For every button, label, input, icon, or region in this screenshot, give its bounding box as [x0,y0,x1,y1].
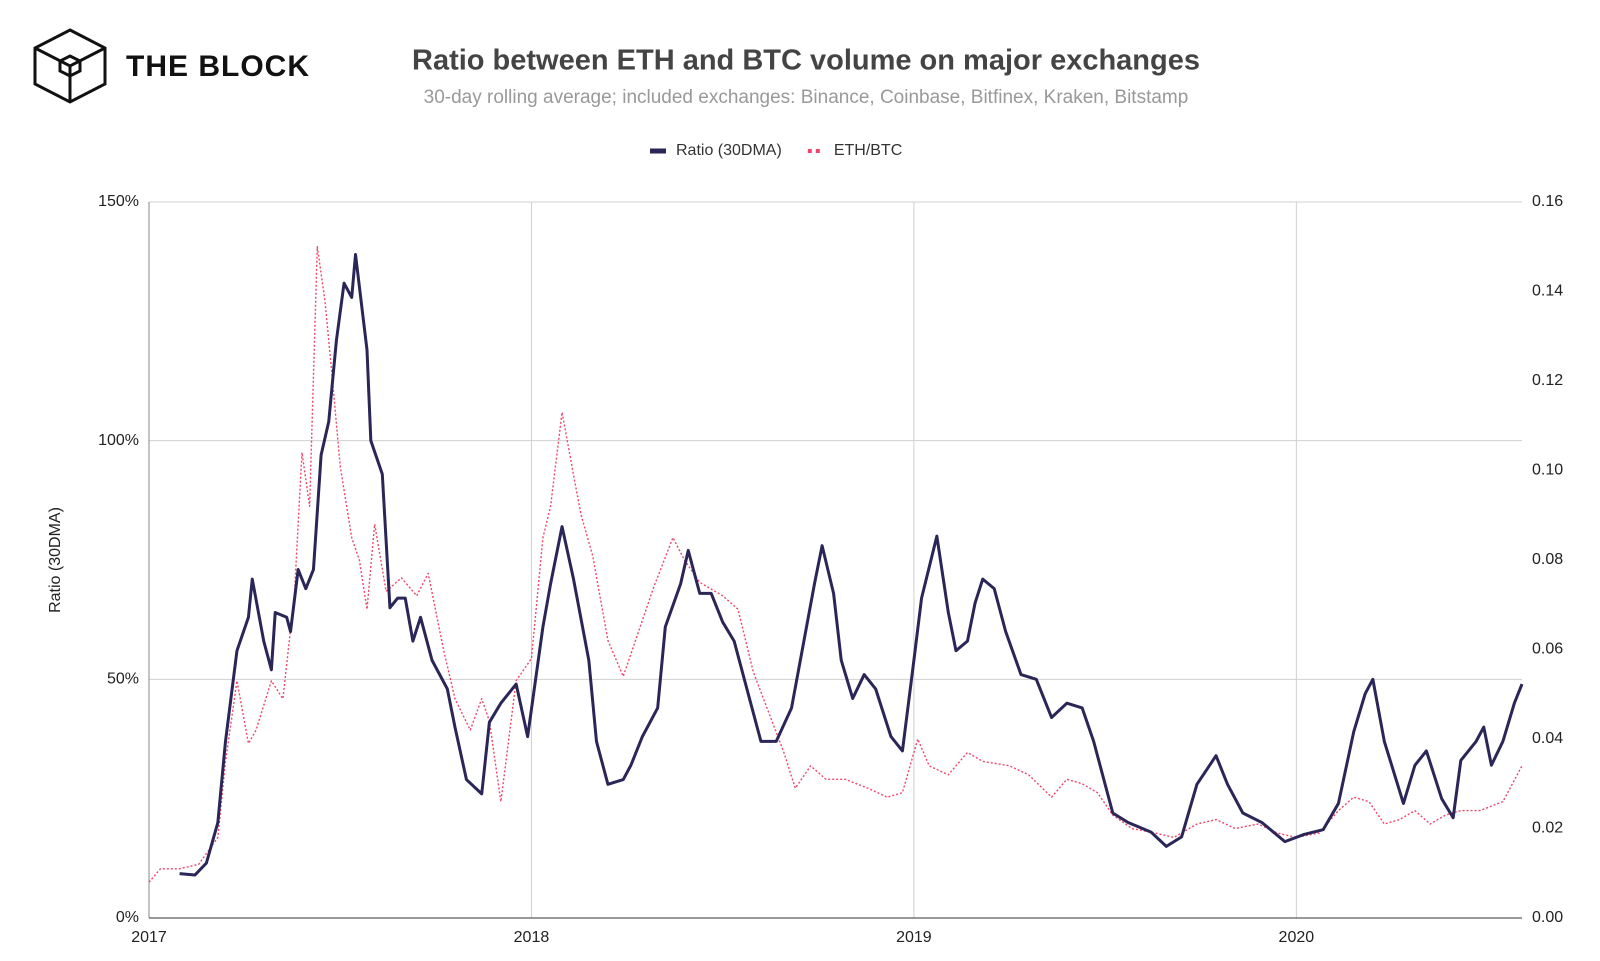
y2-tick-label: 0.10 [1532,462,1563,479]
x-tick-label: 2018 [514,929,550,946]
y-axis-label: Ratio (30DMA) [47,507,64,613]
x-tick-label: 2019 [896,929,932,946]
legend-label: Ratio (30DMA) [676,142,782,159]
chart-title: Ratio between ETH and BTC volume on majo… [412,45,1200,77]
series-line [148,246,1523,883]
y2-tick-label: 0.04 [1532,730,1563,747]
y2-tick-label: 0.00 [1532,909,1563,926]
y-tick-label: 100% [98,432,139,449]
chart-subtitle: 30-day rolling average; included exchang… [424,87,1189,108]
y-tick-label: 150% [98,193,139,210]
series-line [179,253,1524,877]
brand: THE BLOCK [126,50,310,83]
y2-tick-label: 0.02 [1532,820,1563,837]
logo-icon [33,28,107,104]
y-tick-label: 0% [116,909,139,926]
y2-tick-label: 0.12 [1532,372,1563,389]
y2-tick-label: 0.06 [1532,641,1563,658]
y2-tick-label: 0.16 [1532,193,1563,210]
y2-tick-label: 0.14 [1532,283,1563,300]
x-tick-label: 2017 [131,929,167,946]
y-tick-label: 50% [107,671,139,688]
y2-tick-label: 0.08 [1532,551,1563,568]
legend-label: ETH/BTC [834,142,902,159]
x-tick-label: 2020 [1279,929,1315,946]
